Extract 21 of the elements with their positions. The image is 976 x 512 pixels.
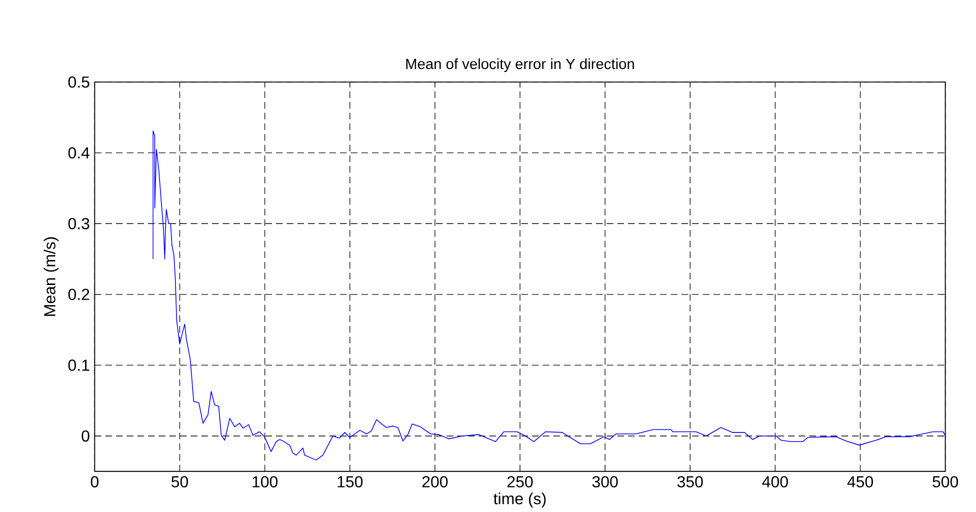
x-tick-label: 400	[762, 476, 788, 488]
chart-title: Mean of velocity error in Y direction	[406, 58, 634, 72]
x-tick-label: 0	[90, 476, 99, 488]
y-tick-label: 0.2	[68, 288, 90, 300]
x-tick-label: 500	[932, 476, 958, 488]
y-tick-label: 0.3	[68, 218, 90, 230]
x-axis-title: time (s)	[494, 492, 546, 508]
y-tick-label: 0.5	[68, 76, 90, 88]
x-tick-label: 200	[422, 476, 448, 488]
x-tick-label: 300	[592, 476, 618, 488]
x-tick-label: 150	[338, 476, 363, 488]
x-tick-label: 350	[677, 476, 703, 488]
y-tick-label: 0.1	[68, 360, 90, 371]
y-tick-label: 0	[82, 430, 90, 442]
x-tick-label: 50	[171, 476, 188, 488]
x-tick-label: 250	[507, 476, 533, 488]
y-tick-label: 0.4	[68, 147, 90, 159]
x-tick-label: 450	[847, 476, 873, 488]
line-series	[152, 130, 946, 460]
y-axis-title: Mean (m/s)	[44, 237, 59, 316]
x-tick-label: 100	[252, 476, 278, 488]
